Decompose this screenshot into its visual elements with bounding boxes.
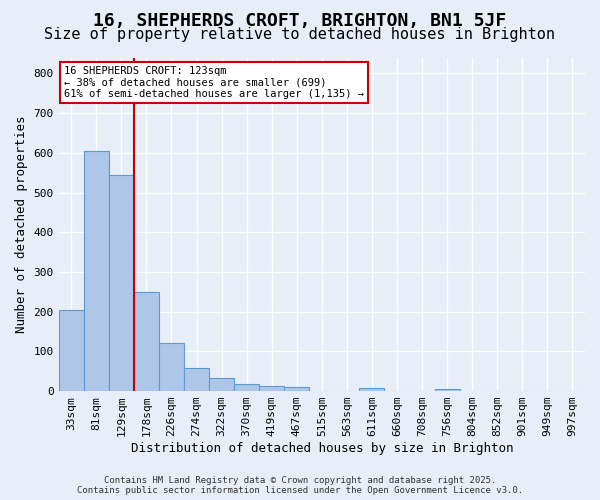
Bar [184, 368, 209, 391]
Text: 16 SHEPHERDS CROFT: 123sqm
← 38% of detached houses are smaller (699)
61% of sem: 16 SHEPHERDS CROFT: 123sqm ← 38% of deta… [64, 66, 364, 99]
Bar [259, 386, 284, 391]
Text: Size of property relative to detached houses in Brighton: Size of property relative to detached ho… [44, 28, 556, 42]
Bar [134, 292, 159, 391]
Bar [59, 310, 84, 391]
Bar [234, 384, 259, 391]
Bar [159, 344, 184, 391]
Text: Contains HM Land Registry data © Crown copyright and database right 2025.
Contai: Contains HM Land Registry data © Crown c… [77, 476, 523, 495]
Y-axis label: Number of detached properties: Number of detached properties [15, 116, 28, 333]
Bar [359, 388, 385, 391]
Text: 16, SHEPHERDS CROFT, BRIGHTON, BN1 5JF: 16, SHEPHERDS CROFT, BRIGHTON, BN1 5JF [94, 12, 506, 30]
X-axis label: Distribution of detached houses by size in Brighton: Distribution of detached houses by size … [131, 442, 513, 455]
Bar [209, 378, 234, 391]
Bar [84, 151, 109, 391]
Bar [109, 174, 134, 391]
Bar [284, 387, 310, 391]
Bar [434, 389, 460, 391]
